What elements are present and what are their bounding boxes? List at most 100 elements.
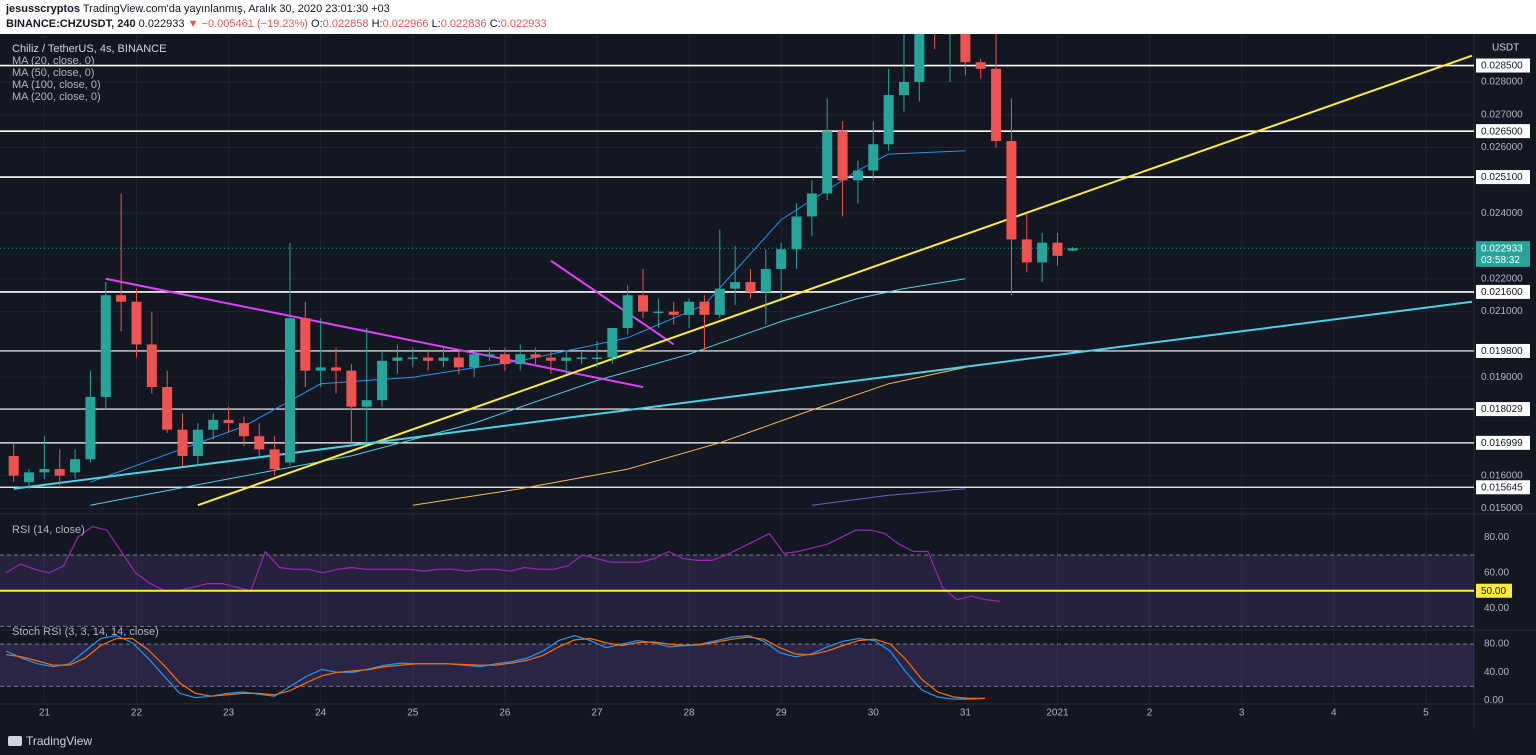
time-axis[interactable]: 21 22 23 24 25 26 27 28 29 30 31 2021 2 3 4 5 [39,708,1429,719]
legend-ma50[interactable]: MA (50, close, 0) [12,67,95,79]
candle-body [116,295,127,302]
price-label-bg [1476,480,1530,495]
symbol-label[interactable]: BINANCE:CHZUSDT, 240 [6,18,136,30]
candle-body [407,357,418,360]
candle [822,98,833,201]
price-axis[interactable]: USDT 0.015000 0.016000 0.019000 0.021000 0.02… [1476,43,1530,706]
candle-body [684,301,695,315]
close-label: C: [489,18,501,30]
candle [545,350,556,374]
time-tick-label: 31 [960,708,972,719]
candle [1021,213,1032,273]
candle-body [331,367,342,371]
candle-body [208,419,219,430]
candle [515,344,526,371]
candle [39,436,50,479]
rsi-tick-label: 80.00 [1484,532,1509,543]
candle-body [852,170,863,181]
price-chart[interactable]: USDT 0.015000 0.016000 0.019000 0.021000 0.02… [0,34,1536,729]
trendlines[interactable] [13,54,1473,507]
tradingview-logo[interactable]: TradingView [8,734,92,748]
rsi-legend[interactable]: RSI (14, close) [12,524,85,536]
candle [607,327,618,365]
rsi-tick-label: 40.00 [1484,603,1509,614]
price-label-bg [1476,124,1530,139]
candle [776,242,787,299]
candle-body [837,131,848,181]
candle [561,350,572,374]
time-tick-label: 26 [499,708,511,719]
time-tick-label: 2021 [1046,708,1069,719]
trendline [13,300,1473,490]
candle [469,350,480,378]
candle [300,301,311,388]
candle-body [806,193,817,217]
high-value: 0.022966 [382,18,429,30]
candle-body [1037,242,1048,263]
price-label: 0.022933 [1481,243,1523,254]
author-name[interactable]: jesusscryptos [6,3,80,15]
price-label-bg [1476,435,1530,450]
candle-body [1006,140,1017,240]
candle [238,416,249,447]
candle [883,68,894,151]
price-label-bg [1476,402,1530,417]
price-label-bg [1476,252,1530,267]
trendline [105,277,644,389]
legend-ma200[interactable]: MA (200, close, 0) [12,91,101,103]
price-label-bg [1476,343,1530,358]
candle [361,327,372,443]
candle [791,203,802,269]
close-value: 0.022933 [500,18,547,30]
candle [392,344,403,374]
candle [806,180,817,237]
legend-ma20[interactable]: MA (20, close, 0) [12,55,95,67]
price-tick-label: 0.024000 [1481,208,1523,219]
horizontal-levels[interactable] [0,64,1474,488]
candle-body [377,360,388,401]
legend-ma100[interactable]: MA (100, close, 0) [12,79,101,91]
rsi-level-label: 50.00 [1481,586,1506,597]
candle-body [622,295,633,328]
candle [484,347,495,361]
stoch-tick-label: 0.00 [1484,695,1504,706]
candle-body [576,357,587,360]
time-tick-label: 25 [407,708,419,719]
price-label: 0.026500 [1481,126,1523,137]
candle-body [745,282,756,292]
ma-line [811,488,966,506]
price-label: 0.015645 [1481,482,1523,493]
price-label-bg [1476,170,1530,185]
time-tick-label: 23 [223,708,235,719]
candle-body [469,354,480,368]
candle [960,34,971,76]
stoch-tick-label: 80.00 [1484,639,1509,650]
candle [668,301,679,325]
candle [591,341,602,368]
candle-body [822,131,833,194]
chart-header: jesusscryptos TradingView.com'da yayınla… [0,0,1536,34]
price-label-bg [1476,58,1530,73]
candle-body [131,301,142,345]
candle-body [791,216,802,250]
high-label: H: [371,18,383,30]
candle [1067,246,1078,252]
candle-body [607,327,618,358]
trendline [197,54,1473,507]
legend-title[interactable]: Chiliz / TetherUS, 4s, BINANCE [12,43,167,55]
price-label: 0.016999 [1481,438,1523,449]
candle [453,350,464,374]
candle-body [361,400,372,407]
time-tick-label: 21 [39,708,51,719]
time-tick-label: 2 [1147,708,1153,719]
stoch-legend[interactable]: Stoch RSI (3, 3, 14, 14, close) [12,626,159,638]
candle [499,347,510,371]
candle [898,34,909,112]
price-tick-label: 0.027000 [1481,109,1523,120]
price-label-bg [1476,284,1530,299]
time-tick-label: 24 [315,708,327,719]
candle [975,58,986,79]
candle-body [638,295,649,312]
candle-body [561,357,572,361]
candle-body [315,367,326,371]
